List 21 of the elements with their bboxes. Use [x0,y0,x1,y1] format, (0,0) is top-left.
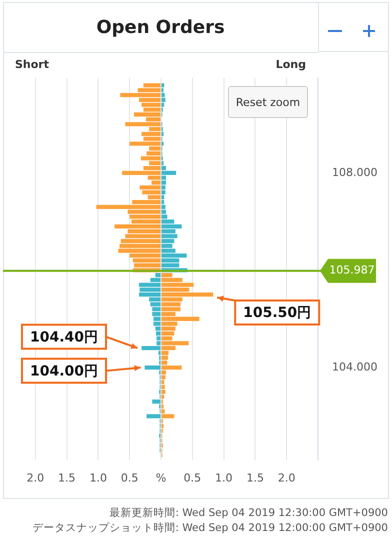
annotation: Reset zoom [228,86,308,118]
x-tick-label: 2.0 [26,471,44,484]
y-tick-label: 108.000 [332,166,378,179]
x-tick-label: 1.5 [246,471,264,484]
chart-title: Open Orders [3,2,318,53]
text: 最新更新時間: Wed Sep 04 2019 12:30:00 GMT+0900 [109,506,388,520]
text: データスナップショット時間: Wed Sep 04 2019 12:00:00 GMT+0900 [32,521,388,535]
x-tick-label: 1.0 [89,471,107,484]
annotation: 104.40円 [30,329,98,346]
ref-line-label: 105.987 [329,264,375,277]
annotation: 104.00円 [30,363,98,380]
x-tick-label: 0.5 [184,471,202,484]
x-tick-label: 1.0 [215,471,233,484]
text: Short [15,58,49,71]
x-tick-label: 2.0 [278,471,296,484]
x-tick-label: % [156,471,166,484]
y-tick-label: 104.000 [332,360,378,374]
text: Long [276,58,306,71]
annotation: 105.50円 [243,305,312,322]
x-tick-label: 0.5 [120,471,138,484]
x-tick-label: 1.5 [58,471,76,484]
